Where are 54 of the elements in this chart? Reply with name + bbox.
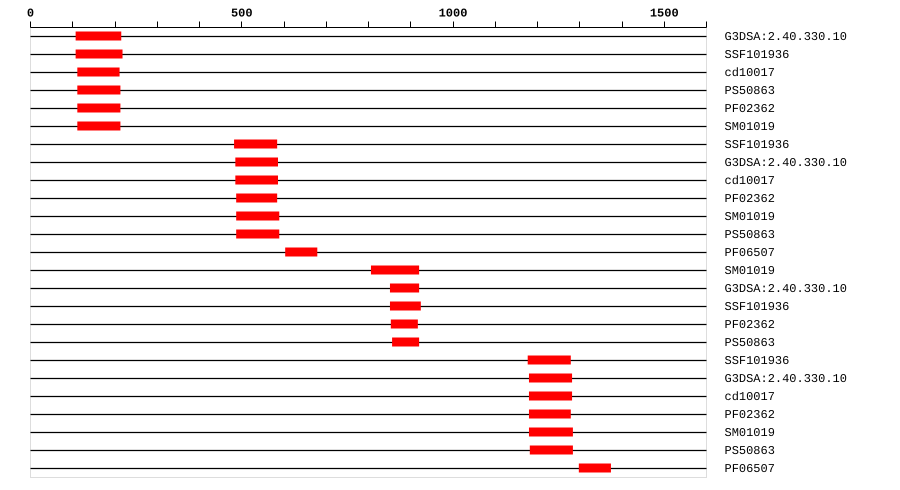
bar — [528, 428, 573, 436]
y-tick-label: SM01019 — [724, 210, 775, 224]
y-tick-label: G3DSA:2.40.330.10 — [724, 30, 847, 44]
bar — [578, 464, 611, 472]
y-tick-label: SM01019 — [724, 120, 775, 134]
y-tick-label: SM01019 — [724, 264, 775, 278]
y-tick-label: PF06507 — [724, 246, 775, 260]
bar — [285, 248, 318, 256]
y-tick-label: PF02362 — [724, 318, 775, 332]
y-tick-label: cd10017 — [724, 66, 775, 80]
y-tick-label: G3DSA:2.40.330.10 — [724, 372, 847, 386]
x-tick-label: 1500 — [650, 6, 679, 20]
bar — [76, 32, 122, 40]
y-tick-label: G3DSA:2.40.330.10 — [724, 282, 847, 296]
bar — [390, 284, 420, 292]
y-tick-label: PF02362 — [724, 192, 775, 206]
bar — [236, 230, 280, 238]
y-tick-label: PS50863 — [724, 84, 775, 98]
y-tick-label: PF02362 — [724, 408, 775, 422]
x-tick-label: 0 — [26, 6, 34, 20]
x-tick-label: 1000 — [438, 6, 468, 20]
bar — [236, 212, 280, 220]
bar — [392, 338, 420, 346]
y-tick-label: PS50863 — [724, 336, 775, 350]
bar — [76, 50, 123, 58]
x-tick-label: 500 — [230, 6, 253, 20]
y-tick-label: PS50863 — [724, 228, 775, 242]
y-tick-label: PF06507 — [724, 462, 775, 476]
y-tick-label: cd10017 — [724, 174, 775, 188]
y-tick-label: SSF101936 — [724, 300, 790, 314]
y-tick-label: cd10017 — [724, 390, 775, 404]
y-tick-label: PF02362 — [724, 102, 775, 116]
bar — [530, 446, 573, 454]
y-tick-label: G3DSA:2.40.330.10 — [724, 156, 847, 170]
bar — [235, 176, 278, 184]
bar — [370, 266, 420, 274]
bar — [528, 410, 571, 418]
y-tick-label: SM01019 — [724, 426, 775, 440]
bar — [77, 68, 120, 76]
bar — [77, 86, 120, 94]
bar — [236, 194, 278, 202]
bar — [77, 122, 120, 130]
y-tick-label: SSF101936 — [724, 138, 790, 152]
bar — [234, 140, 278, 148]
bar — [528, 374, 572, 382]
y-tick-label: SSF101936 — [724, 354, 790, 368]
y-tick-label: PS50863 — [724, 444, 775, 458]
bar — [390, 320, 418, 328]
bar — [235, 158, 278, 166]
bar — [390, 302, 421, 310]
bar — [528, 392, 572, 400]
y-tick-label: SSF101936 — [724, 48, 790, 62]
bar — [528, 356, 571, 364]
bar — [77, 104, 120, 112]
